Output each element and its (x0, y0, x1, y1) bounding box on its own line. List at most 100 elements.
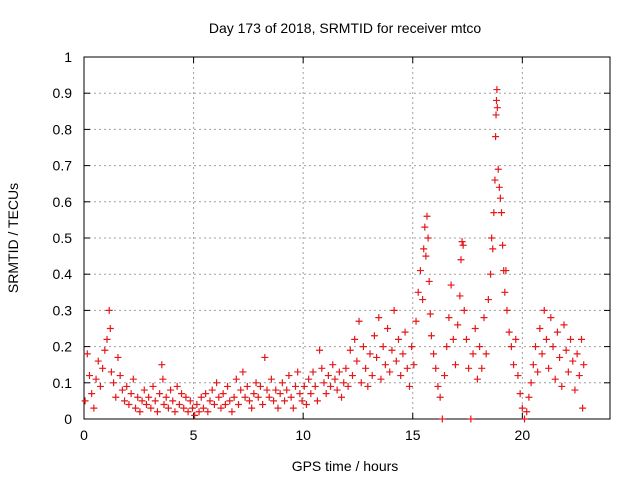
data-point (495, 183, 503, 191)
y-tick-label: 0.1 (53, 375, 73, 391)
data-point (145, 393, 153, 401)
data-point (549, 343, 557, 351)
data-point (451, 361, 459, 369)
data-point (182, 393, 190, 401)
data-point (243, 382, 251, 390)
data-point (373, 353, 381, 361)
data-point (410, 361, 418, 369)
data-point (392, 357, 400, 365)
y-tick-label: 1 (64, 49, 72, 65)
data-point (311, 382, 319, 390)
data-point (239, 368, 247, 376)
data-point (348, 372, 356, 380)
data-point (118, 386, 126, 394)
data-point (259, 401, 267, 409)
data-point (329, 361, 337, 369)
data-point (294, 368, 302, 376)
y-tick-label: 0.8 (53, 121, 73, 137)
x-tick-label: 5 (190, 427, 198, 443)
data-point (491, 176, 499, 184)
data-point (454, 321, 462, 329)
data-point (514, 372, 522, 380)
data-point (90, 404, 98, 412)
data-point (538, 350, 546, 358)
data-point (267, 375, 275, 383)
data-point (158, 361, 166, 369)
data-point (462, 335, 470, 343)
data-point (331, 375, 339, 383)
data-point (493, 104, 501, 112)
data-point (467, 415, 475, 423)
data-point (219, 390, 227, 398)
data-point (460, 306, 468, 314)
data-point (112, 393, 120, 401)
data-point (208, 386, 216, 394)
data-point (456, 292, 464, 300)
data-point (338, 393, 346, 401)
data-point (123, 382, 131, 390)
data-point (386, 368, 394, 376)
data-point (388, 346, 396, 354)
data-point (167, 386, 175, 394)
data-point (421, 223, 429, 231)
data-point (202, 390, 210, 398)
data-point (370, 332, 378, 340)
data-point (353, 357, 361, 365)
data-point (110, 379, 118, 387)
data-point (94, 357, 102, 365)
data-point (408, 343, 416, 351)
data-point (510, 361, 518, 369)
data-point (430, 350, 438, 358)
data-point (215, 393, 223, 401)
data-point (575, 372, 583, 380)
data-point (490, 209, 498, 217)
data-point (432, 364, 440, 372)
data-point (427, 332, 435, 340)
data-point (159, 375, 167, 383)
data-point (521, 415, 529, 423)
data-point (534, 368, 542, 376)
data-point (447, 281, 455, 289)
data-point (107, 368, 115, 376)
data-point (92, 375, 100, 383)
data-point (493, 86, 501, 94)
data-point (204, 408, 212, 416)
data-point (346, 346, 354, 354)
y-tick-label: 0.2 (53, 339, 73, 355)
data-point (274, 404, 282, 412)
data-point (186, 397, 194, 405)
x-tick-label: 0 (80, 427, 88, 443)
data-point (547, 314, 555, 322)
data-point (536, 325, 544, 332)
data-point (327, 382, 335, 390)
data-point (136, 408, 144, 416)
data-point (217, 404, 225, 412)
data-point (494, 165, 502, 173)
data-point (558, 382, 566, 390)
data-point (272, 386, 280, 394)
x-axis-label: GPS time / hours (292, 458, 399, 474)
data-point (518, 404, 526, 412)
x-axis-ticks: 0 5 10 15 20 (80, 57, 530, 443)
data-point (178, 390, 186, 398)
data-point (390, 306, 398, 314)
data-point (281, 397, 289, 405)
data-point (471, 325, 479, 332)
data-point (434, 382, 442, 390)
data-point (153, 408, 161, 416)
data-point (492, 133, 500, 141)
data-point (423, 212, 431, 220)
data-point (516, 390, 524, 398)
data-point (232, 375, 240, 383)
x-tick-label: 10 (295, 427, 311, 443)
data-point (499, 241, 507, 249)
grid (84, 57, 610, 419)
data-point (228, 408, 236, 416)
data-point (478, 364, 486, 372)
data-point (300, 382, 308, 390)
data-point (151, 397, 159, 405)
data-point (578, 335, 586, 343)
x-tick-label: 15 (405, 427, 421, 443)
data-point (469, 350, 477, 358)
data-point (459, 241, 467, 249)
